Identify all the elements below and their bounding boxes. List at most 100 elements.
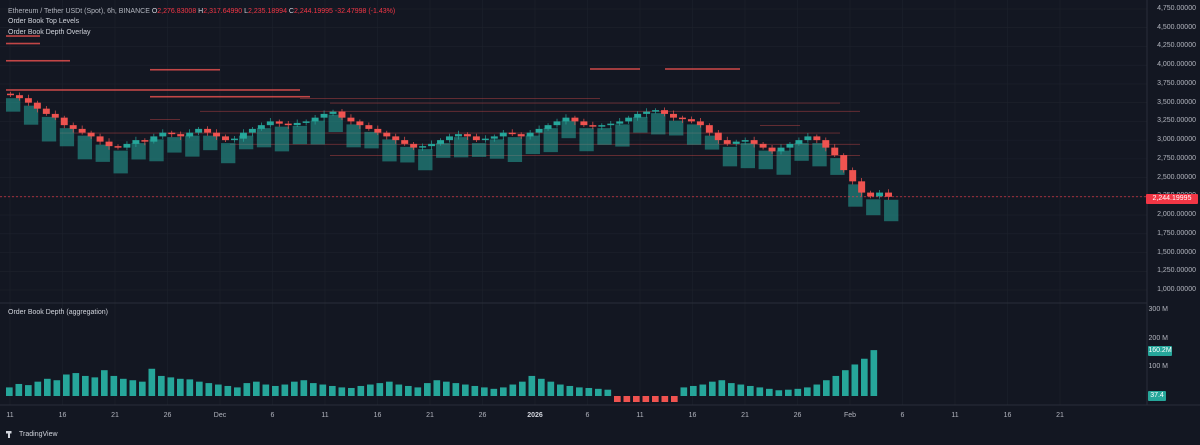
candle-body: [607, 123, 615, 126]
candle-body: [580, 121, 588, 126]
depth-band: [418, 149, 433, 171]
depth-bar: [281, 384, 289, 396]
depth-bar: [614, 396, 621, 402]
depth-bar: [329, 385, 336, 396]
depth-band: [185, 135, 200, 157]
time-axis-label: 16: [58, 412, 67, 419]
depth-bar: [481, 387, 488, 396]
depth-bar: [186, 379, 194, 396]
depth-bar: [25, 385, 32, 396]
candle-body: [374, 128, 382, 133]
depth-band: [113, 150, 128, 174]
depth-band: [543, 128, 558, 153]
candle-body: [786, 143, 794, 148]
candle-body: [678, 117, 686, 120]
candle-body: [105, 141, 113, 147]
brand-name: TradingView: [19, 431, 58, 438]
candle-body: [159, 132, 167, 137]
time-axis-label: 6: [270, 412, 275, 419]
candle-body: [329, 111, 337, 114]
price-axis-label: 1,000.00000: [1157, 286, 1196, 293]
depth-band: [453, 137, 469, 158]
depth-band: [203, 135, 218, 151]
time-axis-label: 26: [478, 412, 487, 419]
symbol-legend[interactable]: Ethereum / Tether USDt (Spot), 6h, BINAN…: [8, 7, 395, 17]
depth-bar: [158, 375, 165, 396]
depth-bar: [842, 370, 849, 396]
depth-bar: [870, 350, 878, 396]
candle-body: [804, 136, 812, 141]
depth-bar: [528, 375, 536, 396]
depth-bar: [585, 387, 593, 396]
price-axis-label: 4,750.00000: [1157, 5, 1196, 12]
depth-band: [59, 128, 75, 147]
candle-body: [248, 128, 256, 133]
time-axis-label: 16: [1003, 412, 1012, 419]
depth-band: [6, 98, 21, 112]
candle-body: [275, 121, 283, 124]
candle-body: [643, 111, 651, 114]
tradingview-footer[interactable]: TradingView: [6, 431, 58, 438]
indicator-depth-pane[interactable]: Order Book Depth (aggregation): [8, 309, 108, 316]
depth-bar: [300, 380, 308, 396]
depth-bar: [557, 384, 564, 396]
depth-bar: [661, 396, 669, 402]
depth-band: [95, 144, 110, 162]
depth-bar: [253, 381, 260, 396]
order-book-level: [60, 132, 840, 134]
candle-body: [571, 117, 579, 122]
depth-bar: [348, 387, 355, 396]
depth-bar: [538, 378, 545, 396]
candle-body: [24, 98, 32, 103]
candle-body: [15, 95, 23, 99]
candle-body: [732, 141, 740, 144]
candle-body: [7, 93, 14, 96]
depth-bar: [386, 381, 393, 396]
depth-band: [382, 139, 397, 162]
candle-body: [96, 136, 104, 142]
depth-bar: [395, 384, 403, 396]
indicator-depth-overlay[interactable]: Order Book Depth Overlay: [8, 29, 91, 36]
candle-body: [526, 132, 534, 137]
candle-body: [876, 192, 884, 197]
candle-body: [813, 136, 821, 141]
order-book-level: [330, 102, 840, 104]
low-value: 2,235.18994: [248, 8, 287, 15]
depth-band: [346, 124, 361, 148]
depth-band: [221, 143, 236, 164]
candle-body: [222, 136, 229, 141]
candle-body: [302, 121, 310, 123]
depth-bar: [785, 389, 792, 396]
symbol-title[interactable]: Ethereum / Tether USDt (Spot), 6h, BINAN…: [8, 8, 150, 15]
depth-bar: [766, 388, 773, 396]
depth-band: [507, 137, 523, 163]
order-book-level: [150, 119, 180, 120]
price-axis-label: 2,500.00000: [1157, 173, 1196, 181]
price-axis-label: 4,250.00000: [1157, 42, 1196, 50]
candle-body: [696, 121, 704, 126]
depth-bar: [82, 375, 89, 396]
depth-bar: [633, 396, 640, 402]
candle-body: [114, 146, 122, 148]
depth-low-badge: 37.4: [1148, 391, 1166, 401]
candle-body: [392, 136, 400, 141]
order-book-level: [760, 125, 800, 126]
candle-body: [132, 140, 140, 144]
candle-body: [723, 140, 731, 144]
candle-body: [419, 146, 427, 148]
depth-axis-label: 100 M: [1148, 363, 1168, 371]
candle-body: [446, 136, 453, 141]
depth-bar: [709, 381, 716, 396]
depth-band: [758, 150, 773, 170]
depth-band: [167, 137, 182, 153]
depth-band: [238, 135, 254, 150]
price-axis-label: 1,500.00000: [1157, 248, 1196, 256]
depth-band: [669, 120, 684, 136]
indicator-top-levels[interactable]: Order Book Top Levels: [8, 18, 80, 25]
candle-body: [123, 143, 131, 148]
candle-body: [553, 121, 561, 126]
depth-band: [328, 114, 343, 133]
low-label: L: [244, 8, 249, 15]
